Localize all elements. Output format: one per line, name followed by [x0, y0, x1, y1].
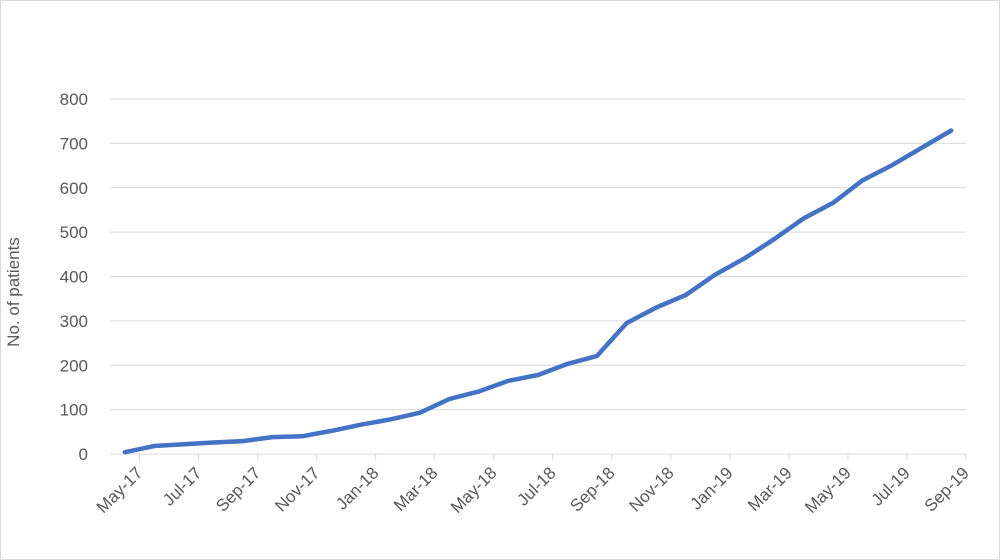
x-tick-label: May-17 — [93, 463, 147, 517]
y-tick-label: 700 — [60, 134, 88, 153]
y-tick-label: 600 — [60, 179, 88, 198]
y-tick-label: 400 — [60, 268, 88, 287]
x-tick-label: Nov-17 — [271, 463, 323, 515]
x-tick-label: May-19 — [801, 463, 855, 517]
x-tick-label: Sep-19 — [921, 463, 973, 515]
y-axis-title: No. of patients — [4, 237, 23, 347]
series-lines — [122, 128, 954, 455]
y-tick-label: 500 — [60, 223, 88, 242]
x-tick-label: Jan-18 — [332, 463, 382, 513]
y-tick-label: 0 — [79, 445, 88, 464]
y-tick-label: 800 — [60, 90, 88, 109]
y-axis-ticks: 0 100 200 300 400 500 600 700 800 — [60, 90, 88, 464]
x-tick-label: Mar-19 — [744, 463, 796, 515]
x-tick-label: Jul-17 — [159, 463, 205, 509]
gridlines — [110, 98, 966, 455]
series-line-0 — [122, 128, 954, 455]
x-tick-label: Jul-19 — [868, 463, 914, 509]
x-axis-ticks: May-17 Jul-17 Sep-17 Nov-17 Jan-18 Mar-18 May-… — [93, 453, 973, 517]
y-tick-label: 300 — [60, 312, 88, 331]
y-tick-label: 200 — [60, 356, 88, 375]
x-tick-label: Nov-18 — [625, 463, 677, 515]
x-tick-label: Sep-17 — [212, 463, 264, 515]
x-tick-label: May-18 — [447, 463, 501, 517]
x-tick-label: Jul-18 — [513, 463, 559, 509]
x-tick-label: Mar-18 — [390, 463, 442, 515]
x-tick-label: Sep-18 — [566, 463, 618, 515]
y-tick-label: 100 — [60, 401, 88, 420]
x-tick-label: Jan-19 — [686, 463, 736, 513]
